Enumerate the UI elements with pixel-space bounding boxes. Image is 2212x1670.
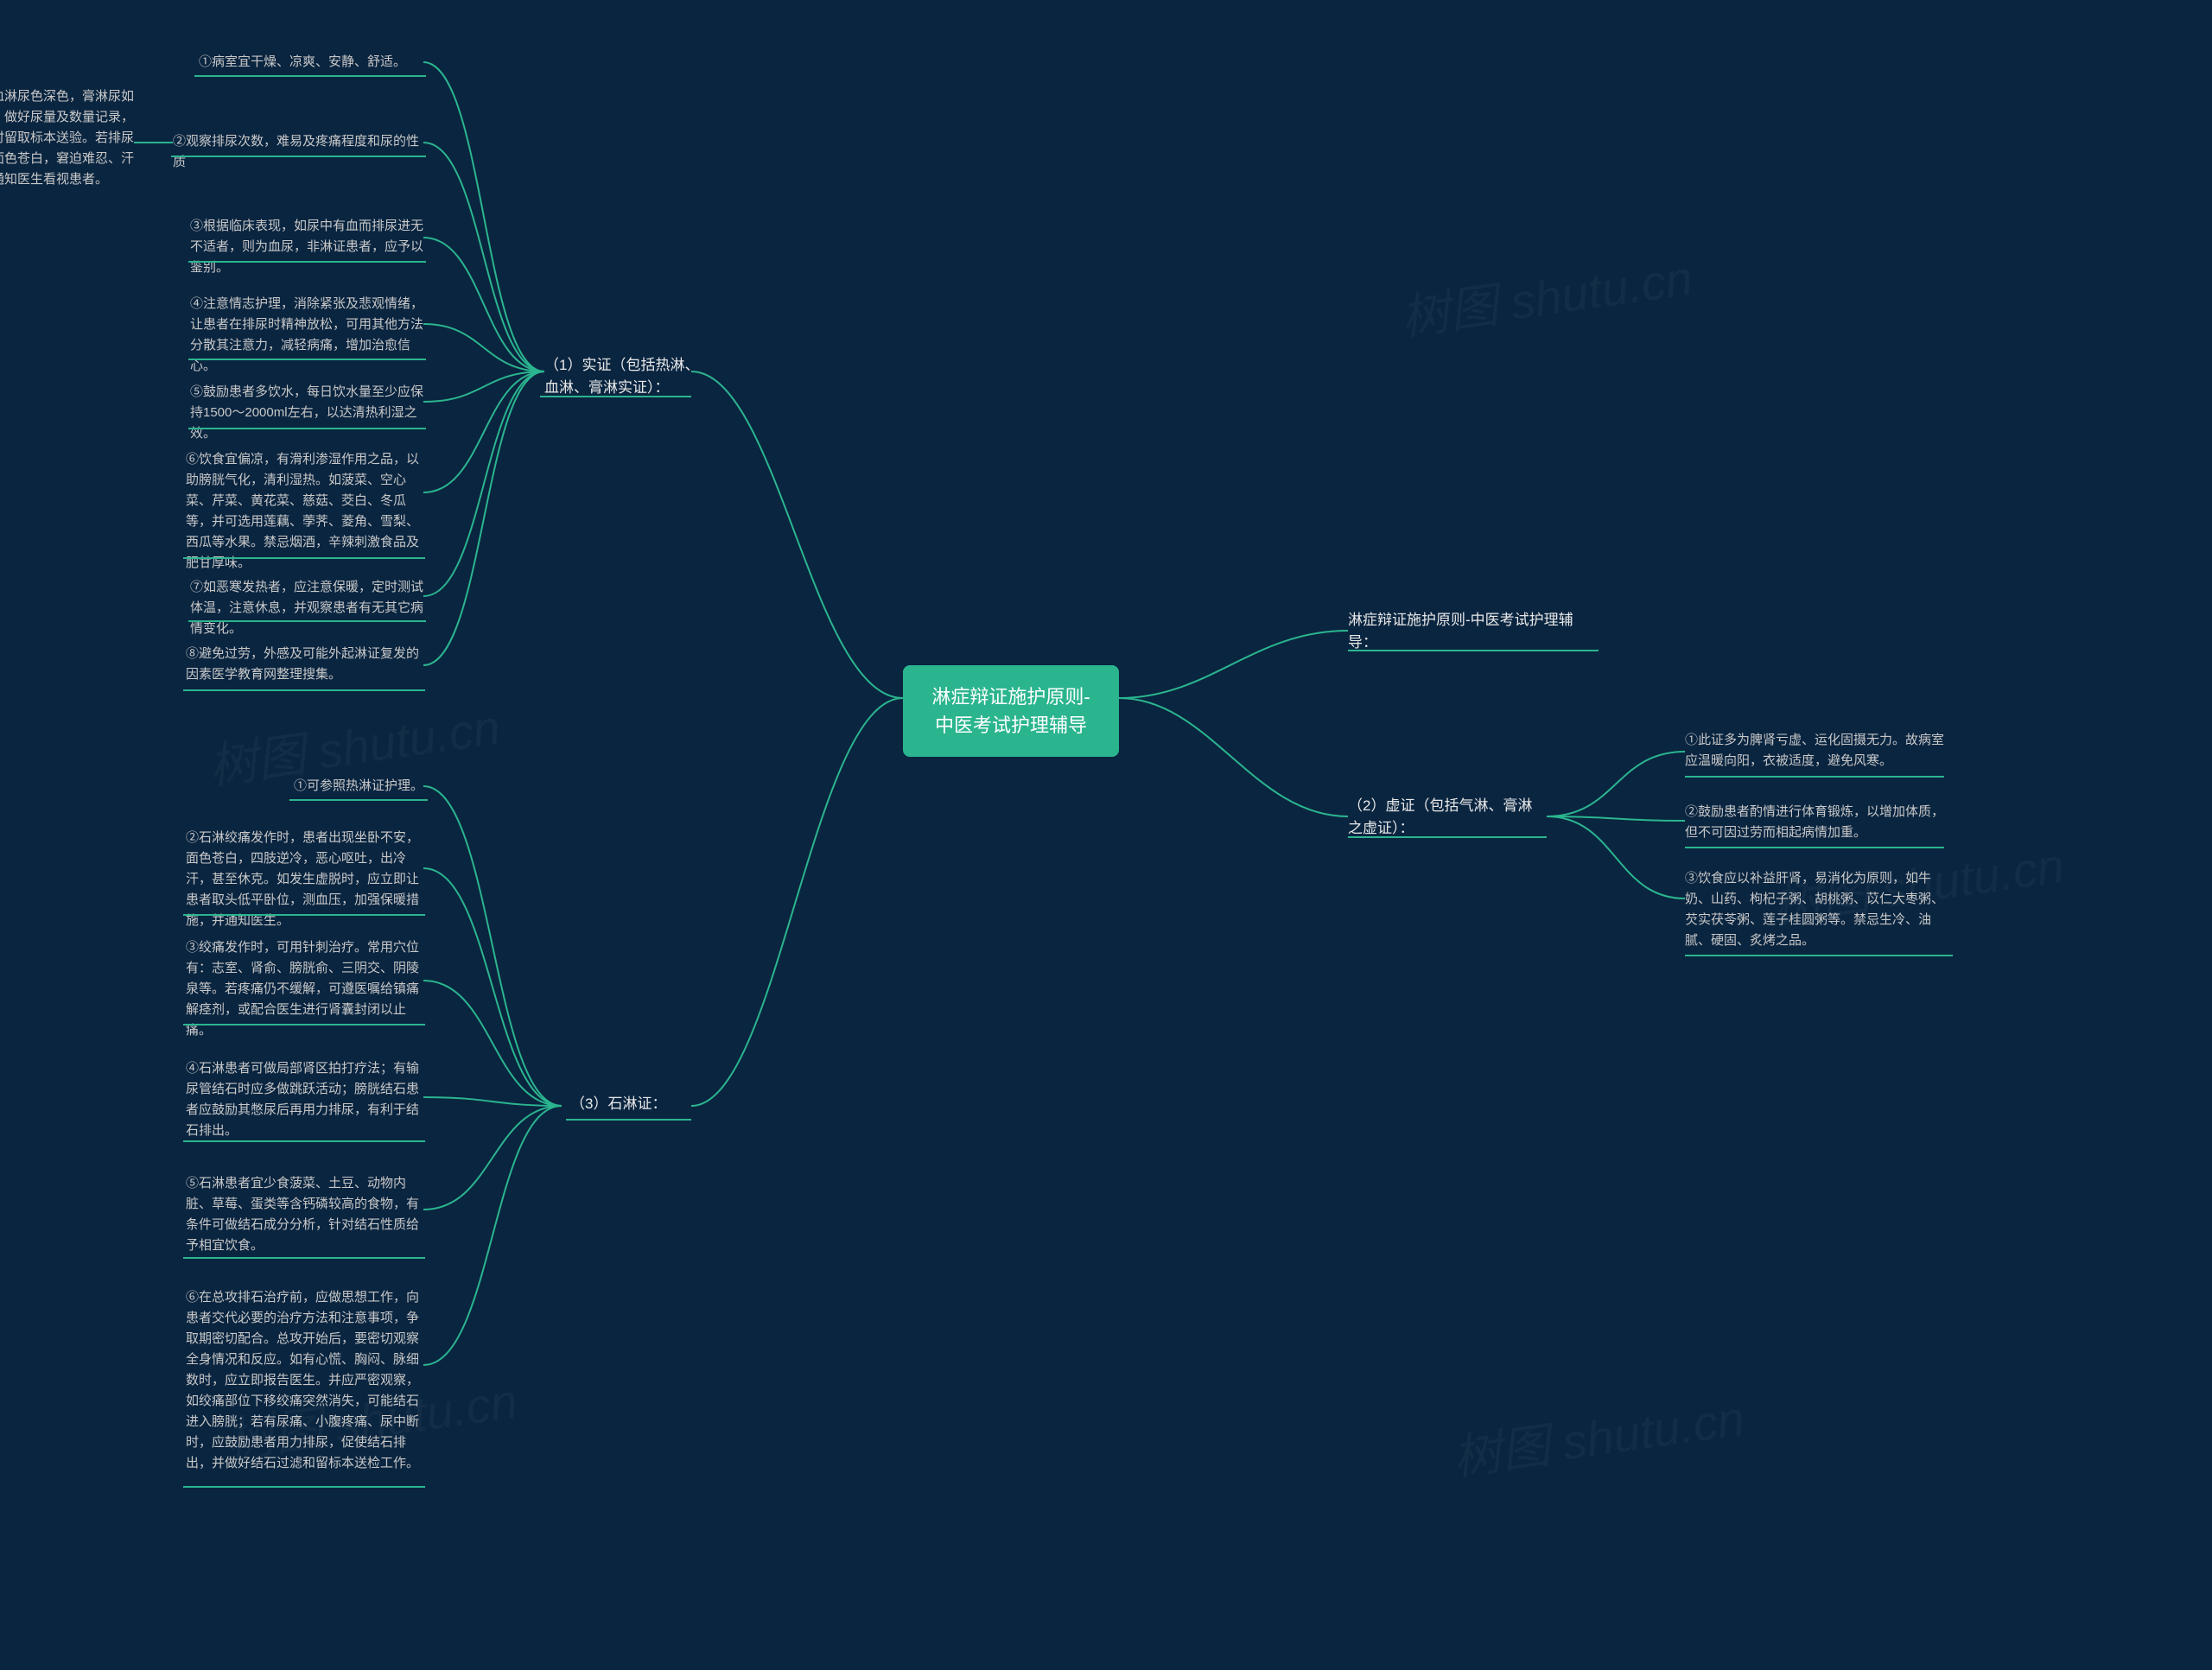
branch-1-extra: 。热淋尿色黄赤，血淋尿色深色，膏淋尿如膏脂，混浊如米泔；做好尿量及数量记录，发现… bbox=[0, 86, 138, 190]
branch-3-item-4: ④石淋患者可做局部肾区拍打疗法；有输尿管结石时应多做跳跃活动；膀胱结石患者应鼓励… bbox=[186, 1058, 426, 1141]
branch-2-item-1: ①此证多为脾肾亏虚、运化固摄无力。故病室应温暖向阳，衣被适度，避免风寒。 bbox=[1685, 730, 1944, 772]
branch-1-item-5: ⑤鼓励患者多饮水，每日饮水量至少应保持1500～2000ml左右，以达清热利湿之… bbox=[190, 382, 423, 444]
watermark: 树图 shutu.cn bbox=[1448, 1380, 1748, 1489]
right-intro: 淋症辩证施护原则-中医考试护理辅导： bbox=[1348, 609, 1599, 653]
branch-1-label: （1）实证（包括热淋、血淋、膏淋实证）： bbox=[544, 354, 709, 398]
branch-1-item-8: ⑧避免过劳，外感及可能外起淋证复发的因素医学教育网整理搜集。 bbox=[186, 644, 426, 685]
branch-1-item-2: ②观察排尿次数，难易及疼痛程度和尿的性质 bbox=[173, 131, 423, 173]
branch-1-item-6: ⑥饮食宜偏凉，有滑利渗湿作用之品，以助膀胱气化，清利湿热。如菠菜、空心菜、芹菜、… bbox=[186, 449, 426, 574]
branch-3-label: （3）石淋证： bbox=[570, 1093, 700, 1115]
branch-2-item-2: ②鼓励患者酌情进行体育锻炼，以增加体质，但不可因过劳而相起病情加重。 bbox=[1685, 802, 1944, 843]
branch-2-item-3: ③饮食应以补益肝肾，易消化为原则，如牛奶、山药、枸杞子粥、胡桃粥、苡仁大枣粥、芡… bbox=[1685, 868, 1953, 951]
branch-1-item-7: ⑦如恶寒发热者，应注意保暖，定时测试体温，注意休息，并观察患者有无其它病情变化。 bbox=[190, 577, 423, 639]
branch-1-item-3: ③根据临床表现，如尿中有血而排尿进无不适者，则为血尿，非淋证患者，应予以鉴别。 bbox=[190, 216, 423, 278]
branch-3-item-1: ①可参照热淋证护理。 bbox=[294, 776, 432, 797]
branch-1-item-4: ④注意情志护理，消除紧张及悲观情绪，让患者在排尿时精神放松，可用其他方法分散其注… bbox=[190, 294, 423, 377]
center-node: 淋症辩证施护原则-中医考试护理辅导 bbox=[903, 665, 1119, 757]
watermark: 树图 shutu.cn bbox=[1396, 239, 1696, 349]
branch-3-item-5: ⑤石淋患者宜少食菠菜、土豆、动物内脏、草莓、蛋类等含钙磷较高的食物，有条件可做结… bbox=[186, 1173, 426, 1256]
branch-3-item-2: ②石淋绞痛发作时，患者出现坐卧不安，面色苍白，四肢逆冷，恶心呕吐，出冷汗，甚至休… bbox=[186, 828, 426, 931]
branch-3-item-3: ③绞痛发作时，可用针刺治疗。常用穴位有：志室、肾俞、膀胱俞、三阴交、阴陵泉等。若… bbox=[186, 937, 426, 1041]
branch-3-item-6: ⑥在总攻排石治疗前，应做思想工作，向患者交代必要的治疗方法和注意事项，争取期密切… bbox=[186, 1287, 426, 1474]
branch-2-label: （2）虚证（包括气淋、膏淋之虚证）： bbox=[1348, 795, 1547, 839]
branch-1-item-1: ①病室宜干燥、凉爽、安静、舒适。 bbox=[199, 52, 423, 73]
